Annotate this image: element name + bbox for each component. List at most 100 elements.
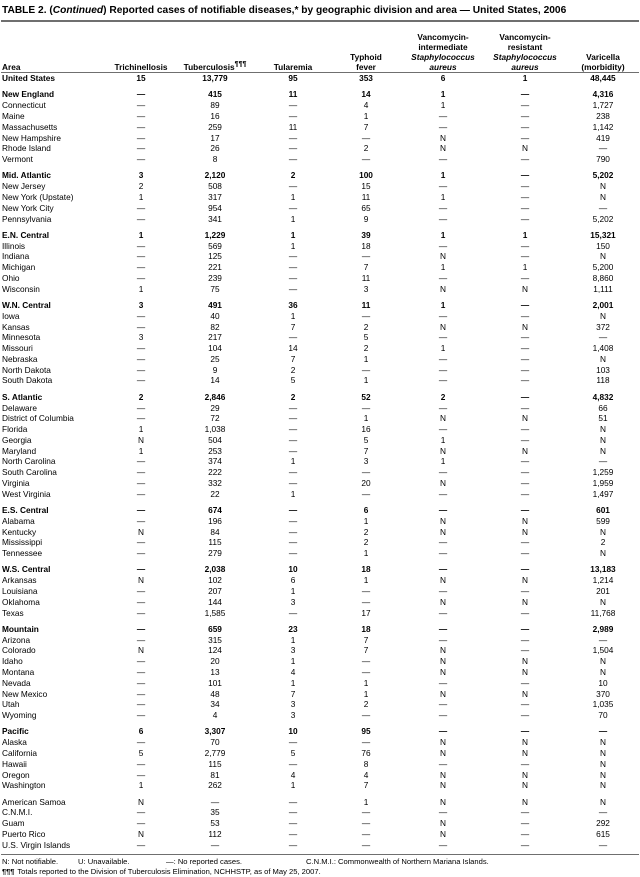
cell-value: 5: [256, 375, 330, 386]
cell-value: —: [330, 154, 402, 165]
cell-value: N: [402, 689, 484, 700]
cell-value: 13: [174, 667, 256, 678]
cell-value: 144: [174, 597, 256, 608]
cell-value: N: [484, 284, 566, 295]
cell-value: 207: [174, 586, 256, 597]
cell-value: —: [108, 807, 174, 818]
footnote-cnmi: C.N.M.I.: Commonwealth of Northern Maria…: [306, 857, 489, 866]
cell-value: 7: [256, 354, 330, 365]
cell-value: 1: [330, 354, 402, 365]
cell-value: 25: [174, 354, 256, 365]
cell-value: —: [108, 354, 174, 365]
cell-value: —: [402, 678, 484, 689]
cell-area: Alabama: [0, 516, 108, 527]
cell-value: 4,832: [566, 392, 640, 403]
cell-area: Colorado: [0, 645, 108, 656]
cell-value: 2,120: [174, 170, 256, 181]
cell-value: 84: [174, 527, 256, 538]
cell-value: 1: [108, 284, 174, 295]
cell-value: —: [108, 586, 174, 597]
cell-value: —: [108, 467, 174, 478]
cell-value: —: [108, 122, 174, 133]
cell-value: 1: [256, 678, 330, 689]
footnote-tuberculosis-line: ¶¶¶Totals reported to the Division of Tu…: [2, 867, 638, 877]
cell-value: —: [108, 478, 174, 489]
cell-value: 1: [256, 780, 330, 791]
cell-value: —: [484, 154, 566, 165]
cell-value: —: [108, 456, 174, 467]
column-header-tularemia-label: Tularemia: [274, 62, 313, 72]
cell-value: 1: [330, 111, 402, 122]
cell-value: 100: [330, 170, 402, 181]
cell-area: E.N. Central: [0, 230, 108, 241]
header-spacer: [0, 22, 640, 32]
cell-area: Puerto Rico: [0, 829, 108, 840]
cell-area: W.S. Central: [0, 564, 108, 575]
cell-value: 70: [174, 737, 256, 748]
cell-value: 1,142: [566, 122, 640, 133]
cell-value: —: [108, 678, 174, 689]
cell-value: 253: [174, 446, 256, 457]
cell-value: 279: [174, 548, 256, 559]
cell-value: N: [402, 446, 484, 457]
cell-value: —: [566, 456, 640, 467]
column-header-vi-line1: Vancomycin-: [417, 32, 468, 42]
table-row: South Carolina—222————1,259: [0, 467, 640, 478]
cell-value: —: [484, 343, 566, 354]
cell-value: —: [402, 122, 484, 133]
cell-value: 1: [256, 241, 330, 252]
cell-value: —: [330, 656, 402, 667]
cell-area: Florida: [0, 424, 108, 435]
cell-value: 17: [330, 608, 402, 619]
cell-value: —: [256, 797, 330, 808]
cell-value: N: [484, 770, 566, 781]
cell-value: N: [402, 322, 484, 333]
cell-value: 1: [108, 192, 174, 203]
cell-value: 1: [402, 192, 484, 203]
cell-area: Pennsylvania: [0, 214, 108, 225]
cell-value: —: [402, 840, 484, 851]
cell-value: 7: [330, 262, 402, 273]
cell-value: 201: [566, 586, 640, 597]
cell-value: N: [108, 435, 174, 446]
cell-value: 1: [402, 100, 484, 111]
cell-area: W.N. Central: [0, 300, 108, 311]
cell-area: New Hampshire: [0, 133, 108, 144]
cell-value: —: [484, 375, 566, 386]
cell-value: 1: [330, 375, 402, 386]
cell-value: 26: [174, 143, 256, 154]
cell-value: 2: [330, 527, 402, 538]
cell-value: 1: [402, 435, 484, 446]
cell-value: —: [484, 489, 566, 500]
cell-value: 292: [566, 818, 640, 829]
cell-value: —: [256, 181, 330, 192]
table-row: New York City—954—65———: [0, 203, 640, 214]
table-row: Guam—53——N—292: [0, 818, 640, 829]
cell-value: 2,038: [174, 564, 256, 575]
page-title: TABLE 2. (Continued) Reported cases of n…: [0, 0, 640, 20]
table-row: Ohio—239—11——8,860: [0, 273, 640, 284]
footnote-marker-tuberculosis: ¶¶¶: [235, 61, 247, 68]
cell-value: —: [484, 467, 566, 478]
cell-value: 5,202: [566, 214, 640, 225]
cell-value: —: [484, 365, 566, 376]
cell-value: N: [108, 575, 174, 586]
cell-value: —: [484, 192, 566, 203]
title-continued: Continued: [53, 5, 103, 16]
cell-value: 8: [174, 154, 256, 165]
cell-value: 118: [566, 375, 640, 386]
cell-value: 599: [566, 516, 640, 527]
column-header-varicella-line1: Varicella: [586, 52, 620, 62]
column-header-area: Area: [0, 32, 108, 72]
cell-value: N: [566, 527, 640, 538]
cell-value: —: [108, 624, 174, 635]
cell-value: —: [402, 489, 484, 500]
